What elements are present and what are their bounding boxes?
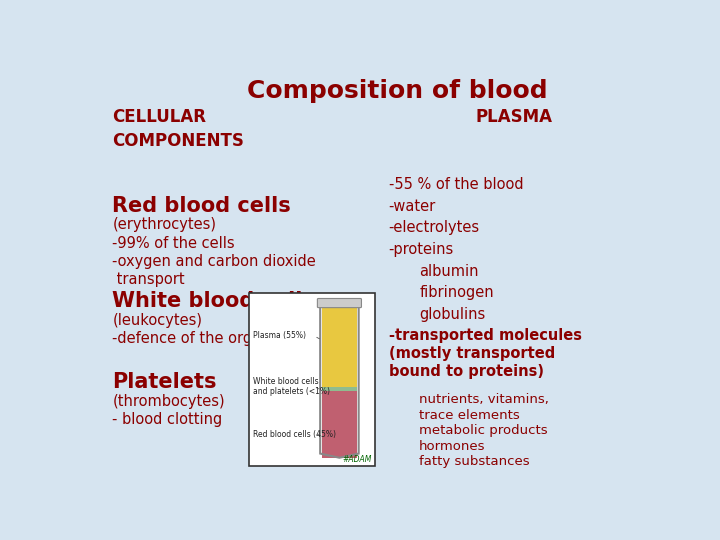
FancyBboxPatch shape (322, 387, 357, 390)
FancyBboxPatch shape (318, 299, 361, 308)
FancyBboxPatch shape (249, 294, 374, 466)
Text: -water: -water (389, 199, 436, 214)
Text: Composition of blood: Composition of blood (246, 79, 547, 103)
Text: (thrombocytes): (thrombocytes) (112, 394, 225, 409)
Text: (erythrocytes): (erythrocytes) (112, 218, 216, 232)
Text: -proteins: -proteins (389, 242, 454, 257)
Text: globulins: globulins (419, 307, 485, 322)
FancyBboxPatch shape (322, 390, 357, 458)
Text: -99% of the cells: -99% of the cells (112, 235, 235, 251)
Text: (leukocytes): (leukocytes) (112, 313, 202, 328)
Text: PLASMA: PLASMA (476, 109, 552, 126)
Text: -55 % of the blood: -55 % of the blood (389, 177, 523, 192)
Text: White blood cells
and platelets (<1%): White blood cells and platelets (<1%) (253, 377, 330, 396)
Text: #ADAM: #ADAM (343, 455, 372, 464)
Text: -electrolytes: -electrolytes (389, 220, 480, 235)
Text: -transported molecules
(mostly transported
bound to proteins): -transported molecules (mostly transport… (389, 328, 582, 380)
Text: White blood cells: White blood cells (112, 292, 315, 312)
FancyBboxPatch shape (322, 302, 357, 387)
Text: Platelets: Platelets (112, 373, 217, 393)
Text: Plasma (55%): Plasma (55%) (253, 332, 307, 341)
Text: nutrients, vitamins,
trace elements
metabolic products
hormones
fatty substances: nutrients, vitamins, trace elements meta… (419, 393, 549, 468)
Text: Red blood cells (45%): Red blood cells (45%) (253, 430, 336, 439)
Text: -oxygen and carbon dioxide
 transport: -oxygen and carbon dioxide transport (112, 254, 316, 287)
Text: -defence of the organism: -defence of the organism (112, 332, 297, 346)
Text: fibrinogen: fibrinogen (419, 285, 494, 300)
Text: CELLULAR
COMPONENTS: CELLULAR COMPONENTS (112, 109, 244, 150)
Text: albumin: albumin (419, 264, 479, 279)
Text: - blood clotting: - blood clotting (112, 413, 222, 427)
Text: Red blood cells: Red blood cells (112, 196, 291, 216)
